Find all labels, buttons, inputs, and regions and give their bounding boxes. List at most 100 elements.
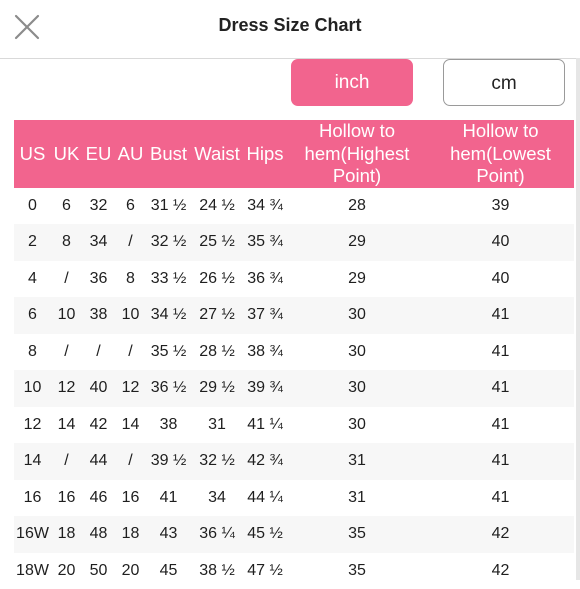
close-icon: [12, 12, 42, 42]
cell-hips: 37 ¾: [243, 297, 287, 334]
cell-us: 10: [14, 370, 51, 407]
cell-au: /: [115, 334, 146, 371]
cell-hips: 42 ¾: [243, 443, 287, 480]
cell-uk: 20: [51, 553, 82, 589]
close-button[interactable]: [12, 12, 42, 42]
cell-hollow-lowest: 42: [427, 553, 574, 589]
cell-uk: /: [51, 443, 82, 480]
cell-eu: 44: [82, 443, 115, 480]
cell-au: 16: [115, 480, 146, 517]
cell-hollow-highest: 30: [287, 407, 427, 444]
cell-au: 10: [115, 297, 146, 334]
table-header-row: US UK EU AU Bust Waist Hips Hollow to he…: [14, 120, 574, 188]
cell-au: 20: [115, 553, 146, 589]
cell-waist: 32 ½: [191, 443, 243, 480]
table-body: 0 6 32 6 31 ½ 24 ½ 34 ¾ 28 39 2 8 34 / 3…: [14, 188, 574, 589]
cell-hollow-lowest: 42: [427, 516, 574, 553]
cell-uk: /: [51, 261, 82, 298]
header-bar: Dress Size Chart: [0, 0, 580, 59]
cell-us: 12: [14, 407, 51, 444]
cell-bust: 35 ½: [146, 334, 191, 371]
cell-uk: 12: [51, 370, 82, 407]
cell-waist: 34: [191, 480, 243, 517]
cm-toggle-button[interactable]: cm: [443, 59, 565, 106]
cell-uk: 18: [51, 516, 82, 553]
cell-uk: 10: [51, 297, 82, 334]
cell-au: 14: [115, 407, 146, 444]
scrollbar[interactable]: [576, 58, 580, 580]
cell-hips: 47 ½: [243, 553, 287, 589]
cell-us: 4: [14, 261, 51, 298]
table-row: 0 6 32 6 31 ½ 24 ½ 34 ¾ 28 39: [14, 188, 574, 225]
table-row: 18W 20 50 20 45 38 ½ 47 ½ 35 42: [14, 553, 574, 589]
cell-hips: 39 ¾: [243, 370, 287, 407]
cell-hollow-lowest: 41: [427, 334, 574, 371]
cell-eu: 46: [82, 480, 115, 517]
cell-eu: 42: [82, 407, 115, 444]
cell-us: 6: [14, 297, 51, 334]
cell-hollow-highest: 28: [287, 188, 427, 225]
inch-toggle-button[interactable]: inch: [291, 59, 413, 106]
cell-waist: 26 ½: [191, 261, 243, 298]
cell-eu: 32: [82, 188, 115, 225]
cell-us: 8: [14, 334, 51, 371]
page-title: Dress Size Chart: [0, 0, 580, 50]
cell-hollow-lowest: 41: [427, 407, 574, 444]
cell-au: 18: [115, 516, 146, 553]
cell-eu: 48: [82, 516, 115, 553]
cell-bust: 31 ½: [146, 188, 191, 225]
table-row: 2 8 34 / 32 ½ 25 ½ 35 ¾ 29 40: [14, 224, 574, 261]
cell-hips: 35 ¾: [243, 224, 287, 261]
table-row: 8 / / / 35 ½ 28 ½ 38 ¾ 30 41: [14, 334, 574, 371]
cell-hollow-highest: 30: [287, 297, 427, 334]
cell-hollow-highest: 31: [287, 480, 427, 517]
cell-au: /: [115, 443, 146, 480]
cell-hollow-highest: 35: [287, 553, 427, 589]
cell-us: 14: [14, 443, 51, 480]
cell-us: 18W: [14, 553, 51, 589]
cell-bust: 34 ½: [146, 297, 191, 334]
cell-hollow-highest: 30: [287, 334, 427, 371]
col-header-waist: Waist: [191, 120, 243, 188]
cell-bust: 41: [146, 480, 191, 517]
cell-hips: 45 ½: [243, 516, 287, 553]
col-header-au: AU: [115, 120, 146, 188]
cell-eu: 50: [82, 553, 115, 589]
cell-hollow-lowest: 41: [427, 480, 574, 517]
cell-hips: 41 ¼: [243, 407, 287, 444]
cell-hollow-lowest: 39: [427, 188, 574, 225]
table-row: 16W 18 48 18 43 36 ¼ 45 ½ 35 42: [14, 516, 574, 553]
cell-eu: /: [82, 334, 115, 371]
cell-bust: 39 ½: [146, 443, 191, 480]
table-row: 14 / 44 / 39 ½ 32 ½ 42 ¾ 31 41: [14, 443, 574, 480]
cell-hollow-highest: 29: [287, 224, 427, 261]
cell-bust: 38: [146, 407, 191, 444]
cell-waist: 24 ½: [191, 188, 243, 225]
cell-hollow-highest: 35: [287, 516, 427, 553]
cell-hollow-highest: 29: [287, 261, 427, 298]
cell-bust: 33 ½: [146, 261, 191, 298]
cell-uk: /: [51, 334, 82, 371]
table-row: 6 10 38 10 34 ½ 27 ½ 37 ¾ 30 41: [14, 297, 574, 334]
cell-uk: 14: [51, 407, 82, 444]
cell-waist: 25 ½: [191, 224, 243, 261]
cell-eu: 36: [82, 261, 115, 298]
cell-waist: 31: [191, 407, 243, 444]
cell-hips: 34 ¾: [243, 188, 287, 225]
col-header-hollow-lowest: Hollow to hem(Lowest Point): [427, 120, 574, 188]
col-header-bust: Bust: [146, 120, 191, 188]
cell-bust: 36 ½: [146, 370, 191, 407]
col-header-eu: EU: [82, 120, 115, 188]
cell-au: 8: [115, 261, 146, 298]
cell-bust: 45: [146, 553, 191, 589]
cell-hollow-lowest: 41: [427, 297, 574, 334]
cell-hollow-lowest: 40: [427, 224, 574, 261]
cell-hollow-highest: 30: [287, 370, 427, 407]
col-header-uk: UK: [51, 120, 82, 188]
table-row: 10 12 40 12 36 ½ 29 ½ 39 ¾ 30 41: [14, 370, 574, 407]
cell-hollow-lowest: 41: [427, 443, 574, 480]
cell-waist: 38 ½: [191, 553, 243, 589]
cell-hollow-highest: 31: [287, 443, 427, 480]
cell-us: 16: [14, 480, 51, 517]
col-header-hips: Hips: [243, 120, 287, 188]
